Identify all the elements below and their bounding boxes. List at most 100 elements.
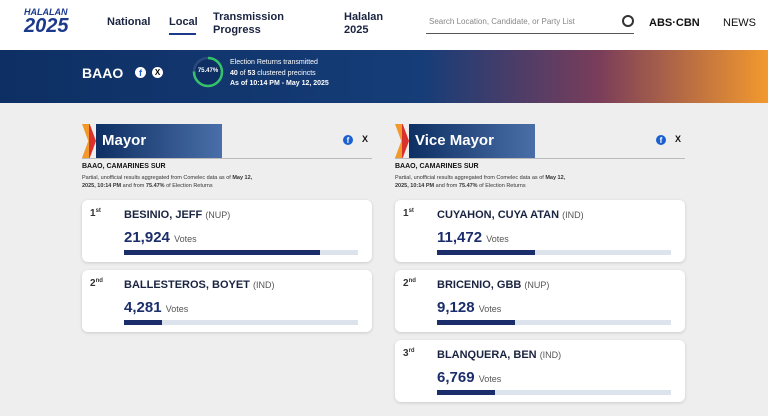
of: of [239, 70, 246, 77]
header-chevron [395, 124, 409, 158]
er-line2: 40 of 53 clustered precincts [230, 70, 316, 77]
note-part: and from [435, 183, 458, 189]
candidate-card: 1st BESINIO, JEFF (NUP) 21,924 Votes [82, 200, 372, 262]
votes: 21,924 Votes [124, 229, 197, 246]
note-part: Partial, unofficial results aggregated f… [82, 175, 231, 181]
nav-link[interactable]: Halalan 2025 [344, 11, 384, 36]
votes-unit: Votes [478, 304, 502, 314]
name: BESINIO, JEFF [124, 209, 203, 221]
votes-count: 21,924 [124, 229, 170, 246]
party: (IND) [562, 210, 584, 220]
rank-suffix: rd [408, 348, 415, 354]
race-title: Mayor [102, 132, 147, 149]
facebook-icon[interactable]: f [135, 67, 146, 78]
logo-top: HALALAN [24, 7, 68, 17]
rank: 2nd [90, 278, 103, 289]
candidate-name: BALLESTEROS, BOYET (IND) [124, 279, 274, 291]
race-location: BAAO, CAMARINES SUR [395, 163, 479, 170]
place-name: BAAO [82, 65, 124, 81]
rank-suffix: st [408, 208, 414, 214]
votes: 6,769 Votes [437, 369, 501, 386]
candidate-card: 1st CUYAHON, CUYA ATAN (IND) 11,472 Votes [395, 200, 685, 262]
vote-bar-track [437, 320, 671, 325]
progress-label: 75.47% [197, 68, 219, 74]
votes: 9,128 Votes [437, 299, 501, 316]
nav-link[interactable]: National [107, 16, 151, 28]
search-icon[interactable] [622, 15, 634, 27]
candidate-name: BLANQUERA, BEN (IND) [437, 349, 561, 361]
note-part: 75.47% [145, 183, 165, 189]
divider [395, 158, 685, 159]
brand-suffix: NEWS [723, 17, 756, 29]
votes-unit: Votes [486, 234, 509, 244]
party: (NUP) [524, 280, 550, 290]
candidate-card: 3rd BLANQUERA, BEN (IND) 6,769 Votes [395, 340, 685, 402]
candidate-name: BESINIO, JEFF (NUP) [124, 209, 230, 221]
as-of: As of 10:14 PM - May 12, 2025 [230, 80, 329, 87]
votes-unit: Votes [174, 234, 197, 244]
candidate-card: 2nd BALLESTEROS, BOYET (IND) 4,281 Votes [82, 270, 372, 332]
note-part: of Election Returns [479, 183, 526, 189]
race-note: Partial, unofficial results aggregated f… [395, 174, 575, 190]
banner [0, 50, 768, 103]
note-part: May 12, 2025, 10:14 PM [395, 175, 566, 189]
brand: ABS·CBN [649, 17, 700, 29]
x-icon[interactable]: X [152, 67, 163, 78]
votes-count: 6,769 [437, 369, 475, 386]
note-part: and from [122, 183, 145, 189]
vote-bar [124, 320, 163, 325]
votes-count: 9,128 [437, 299, 475, 316]
name: BLANQUERA, BEN [437, 349, 537, 361]
share-facebook[interactable]: f [656, 135, 666, 145]
votes: 4,281 Votes [124, 299, 188, 316]
nav-underline [169, 33, 196, 35]
votes: 11,472 Votes [437, 229, 509, 246]
race-title-box [409, 124, 535, 158]
logo-bottom[interactable]: 2025 [24, 15, 69, 37]
candidate-card: 2nd BRICENIO, GBB (NUP) 9,128 Votes [395, 270, 685, 332]
name: CUYAHON, CUYA ATAN [437, 209, 560, 221]
race-title-box [96, 124, 222, 158]
race-note: Partial, unofficial results aggregated f… [82, 174, 262, 190]
rank-suffix: nd [408, 278, 416, 284]
vote-bar [437, 320, 516, 325]
search-input[interactable] [426, 11, 634, 34]
party: (NUP) [205, 210, 231, 220]
votes-count: 4,281 [124, 299, 162, 316]
nav-link[interactable]: Local [169, 16, 198, 28]
race-title: Vice Mayor [415, 132, 494, 149]
note-part: May 12, 2025, 10:14 PM [82, 175, 253, 189]
name: BALLESTEROS, BOYET [124, 279, 250, 291]
note-part: Partial, unofficial results aggregated f… [395, 175, 544, 181]
share-facebook[interactable]: f [343, 135, 353, 145]
rank-suffix: st [95, 208, 101, 214]
share-x[interactable]: X [362, 134, 369, 144]
vote-bar-track [437, 390, 671, 395]
candidate-name: CUYAHON, CUYA ATAN (IND) [437, 209, 584, 221]
share-x[interactable]: X [675, 134, 682, 144]
party: (IND) [539, 350, 562, 360]
candidate-name: BRICENIO, GBB (NUP) [437, 279, 549, 291]
top-bar [0, 0, 768, 50]
transmitted: 40 [230, 70, 238, 77]
rank: 2nd [403, 278, 416, 289]
name: BRICENIO, GBB [437, 279, 522, 291]
precincts: clustered precincts [257, 70, 316, 77]
vote-bar [124, 250, 320, 255]
votes-count: 11,472 [437, 229, 483, 246]
party: (IND) [252, 280, 275, 290]
vote-bar [437, 390, 495, 395]
progress-ring [192, 56, 224, 88]
divider [82, 158, 372, 159]
total: 53 [247, 70, 256, 77]
nav-link[interactable]: Transmission Progress [213, 11, 284, 36]
rank: 1st [403, 208, 414, 219]
race-location: BAAO, CAMARINES SUR [82, 163, 166, 170]
rank-suffix: nd [95, 278, 103, 284]
vote-bar-track [124, 320, 358, 325]
vote-bar [437, 250, 536, 255]
note-part: 75.47% [458, 183, 478, 189]
header-chevron [82, 124, 96, 158]
er-line1: Election Returns transmitted [230, 59, 318, 66]
